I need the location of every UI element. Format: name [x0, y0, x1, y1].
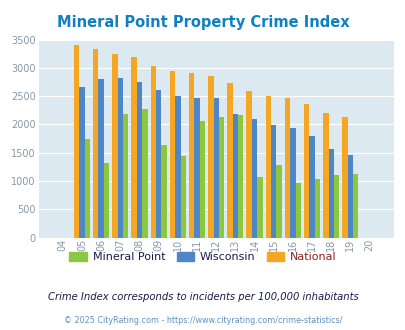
Bar	[314, 179, 320, 238]
Bar	[199, 121, 205, 238]
Bar	[303, 104, 309, 238]
Bar	[246, 90, 251, 238]
Bar	[352, 174, 358, 238]
Bar	[208, 76, 213, 238]
Bar	[227, 83, 232, 238]
Bar	[112, 54, 117, 238]
Bar	[117, 78, 123, 238]
Bar	[276, 165, 281, 238]
Bar	[156, 90, 161, 238]
Bar	[131, 56, 136, 238]
Legend: Mineral Point, Wisconsin, National: Mineral Point, Wisconsin, National	[65, 248, 340, 267]
Bar	[290, 128, 295, 238]
Bar	[123, 114, 128, 238]
Bar	[136, 82, 142, 238]
Bar	[271, 125, 276, 238]
Bar	[194, 98, 199, 238]
Bar	[104, 163, 109, 238]
Bar	[257, 177, 262, 238]
Bar	[309, 136, 314, 238]
Bar	[98, 79, 104, 238]
Bar	[213, 98, 218, 238]
Bar	[333, 175, 339, 238]
Bar	[84, 139, 90, 238]
Bar	[93, 49, 98, 238]
Bar	[284, 98, 290, 238]
Bar	[341, 117, 347, 238]
Bar	[265, 96, 271, 238]
Bar	[79, 86, 84, 238]
Bar	[169, 71, 175, 238]
Bar	[218, 117, 224, 238]
Text: © 2025 CityRating.com - https://www.cityrating.com/crime-statistics/: © 2025 CityRating.com - https://www.city…	[64, 316, 341, 325]
Bar	[295, 183, 300, 238]
Bar	[142, 109, 147, 238]
Bar	[74, 45, 79, 238]
Bar	[161, 146, 166, 238]
Bar	[328, 149, 333, 238]
Bar	[251, 119, 257, 238]
Bar	[175, 96, 180, 238]
Text: Mineral Point Property Crime Index: Mineral Point Property Crime Index	[57, 15, 348, 30]
Text: Crime Index corresponds to incidents per 100,000 inhabitants: Crime Index corresponds to incidents per…	[47, 292, 358, 302]
Bar	[150, 66, 156, 238]
Bar	[347, 155, 352, 238]
Bar	[232, 114, 237, 238]
Bar	[322, 113, 328, 238]
Bar	[188, 73, 194, 238]
Bar	[237, 115, 243, 238]
Bar	[180, 155, 185, 238]
